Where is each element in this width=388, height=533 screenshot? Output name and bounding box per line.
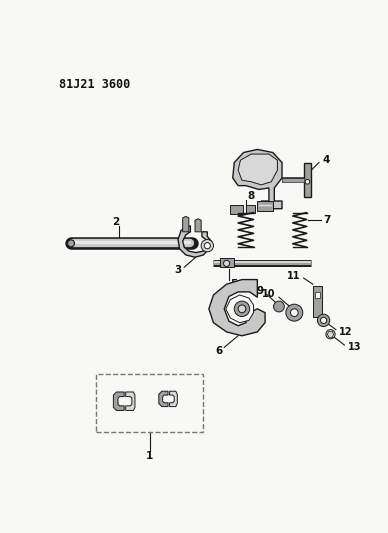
Bar (96, 374, 203, 432)
Circle shape (204, 243, 210, 249)
Text: 11: 11 (287, 271, 300, 281)
Circle shape (326, 329, 335, 339)
Circle shape (68, 240, 74, 247)
Circle shape (291, 309, 298, 317)
Circle shape (305, 180, 310, 184)
Text: 13: 13 (348, 342, 361, 352)
Text: 2: 2 (112, 217, 120, 227)
Text: 1: 1 (146, 451, 153, 461)
Bar (246, 205, 255, 213)
Polygon shape (113, 392, 124, 410)
Bar (313, 286, 322, 317)
Circle shape (223, 260, 230, 266)
Text: 9: 9 (256, 286, 263, 296)
Circle shape (201, 239, 213, 252)
Polygon shape (233, 149, 282, 209)
Bar (220, 258, 234, 267)
Text: 3: 3 (174, 265, 181, 276)
Circle shape (238, 305, 246, 313)
Polygon shape (178, 225, 211, 257)
Circle shape (286, 304, 303, 321)
Text: 6: 6 (215, 346, 223, 356)
Circle shape (320, 317, 327, 324)
Polygon shape (226, 295, 253, 322)
Circle shape (317, 314, 330, 327)
Bar (257, 201, 273, 211)
Circle shape (274, 301, 284, 312)
Polygon shape (209, 280, 265, 336)
Polygon shape (238, 154, 277, 185)
Text: 4: 4 (322, 155, 329, 165)
Text: 7: 7 (324, 215, 331, 225)
Bar (230, 205, 243, 214)
Polygon shape (195, 219, 201, 232)
Polygon shape (170, 391, 177, 407)
Polygon shape (126, 392, 135, 410)
Polygon shape (183, 216, 189, 232)
Bar (315, 292, 320, 298)
Text: 8: 8 (248, 191, 255, 200)
Text: 5: 5 (230, 279, 238, 289)
Text: 10: 10 (262, 289, 276, 299)
Circle shape (234, 301, 249, 317)
Polygon shape (303, 163, 311, 197)
Polygon shape (159, 391, 168, 407)
Text: 81J21 3600: 81J21 3600 (59, 78, 130, 91)
Text: 12: 12 (339, 327, 352, 337)
